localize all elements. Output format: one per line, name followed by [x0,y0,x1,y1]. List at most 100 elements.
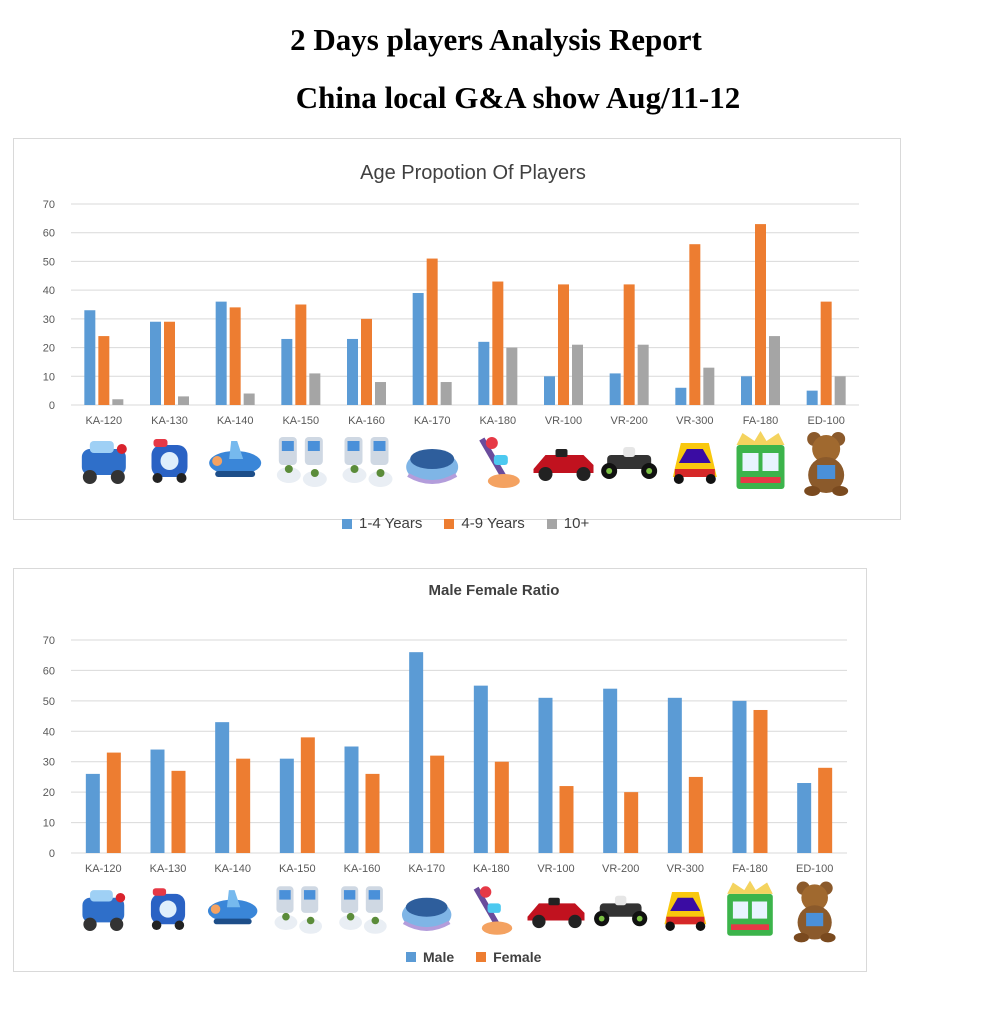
bar [623,284,635,405]
bar [98,336,110,405]
category-label: FA-180 [743,415,778,427]
gender-chart-legend: Male Female [406,949,541,965]
bar [300,737,315,853]
bar [344,746,359,853]
y-tick-label: 60 [43,228,55,240]
bar [559,786,574,853]
bar [84,310,96,405]
motorbike-ride-icon [479,437,520,488]
bar [544,376,555,405]
bar [688,776,703,853]
category-label: VR-300 [667,863,704,875]
bar [236,758,251,853]
bar [426,258,438,405]
go-kart-icon [594,895,648,927]
category-label: KA-130 [150,863,187,875]
bar [494,761,509,853]
y-tick-label: 30 [43,314,55,326]
report-title: 2 Days players Analysis Report [290,22,702,57]
y-tick-label: 30 [43,757,55,769]
go-kart-icon [601,447,658,479]
y-tick-label: 0 [49,400,55,412]
bar [473,685,488,853]
bar [753,709,768,853]
y-tick-label: 20 [43,343,55,355]
category-label: VR-300 [676,415,713,427]
category-label: KA-150 [279,863,316,875]
male-female-ratio-chart: Male Female Ratio 0 10 20 30 40 50 60 70 KA-120 KA… [13,568,867,972]
legend-item-4-9-years: 4-9 Years [444,515,525,532]
twin-kiddie-ride-icon [342,437,393,487]
legend-item-male: Male [406,949,454,965]
twin-kiddie-ride-icon [339,886,387,934]
bar [178,396,189,405]
legend-label: Male [423,949,455,965]
bar [558,284,569,405]
bar [609,373,621,405]
category-label: KA-120 [85,415,122,427]
bar [430,755,445,853]
bar [243,393,255,405]
bar [164,321,175,405]
bar [797,783,812,853]
category-label: KA-160 [348,415,385,427]
bar [361,318,372,405]
bar [412,293,424,405]
bar [667,697,682,853]
bar [820,301,832,405]
bar [769,336,780,405]
y-tick-label: 70 [43,635,55,647]
gender-chart-svg: Male Female Ratio 0 10 20 30 40 50 60 70 KA-120 KA… [43,582,847,943]
bar [818,767,833,853]
category-label: KA-160 [344,863,381,875]
bar [215,722,230,853]
boat-ride-icon [401,897,452,931]
category-label: FA-180 [732,863,767,875]
bar [295,304,307,405]
green-arcade-cabinet-icon [727,880,773,936]
category-label: KA-170 [408,863,445,875]
y-tick-label: 40 [43,285,55,297]
legend-label: 1-4 Years [359,515,423,532]
bar [492,281,504,405]
blue-car-ride-icon [81,441,127,484]
bar [603,688,618,853]
bar [365,773,380,853]
y-tick-label: 10 [43,818,55,830]
bar [150,749,165,853]
bar [106,752,121,853]
age-proportion-chart: Age Propotion Of Players 0 10 20 30 40 50 60 70 K… [13,138,901,532]
y-tick-label: 50 [43,256,55,268]
teddy-bear-machine-icon [804,432,849,496]
legend-label: 10+ [563,515,590,532]
bar [741,376,752,405]
category-label: KA-120 [85,863,122,875]
bar [440,382,452,405]
y-tick-label: 70 [43,199,55,211]
legend-swatch-orange [476,952,487,962]
bar [506,347,518,405]
y-tick-label: 0 [49,848,55,860]
category-label: ED-100 [808,415,845,427]
category-label: VR-200 [602,863,639,875]
y-tick-label: 20 [43,787,55,799]
category-label: KA-150 [282,415,319,427]
bar [85,773,100,853]
legend-label: 4-9 Years [461,515,525,532]
blue-train-ride-icon [151,439,188,483]
category-label: VR-200 [611,415,648,427]
bar [624,792,639,853]
age-chart-legend: 1-4 Years 4-9 Years 10+ [342,515,589,532]
bar [150,321,161,405]
bar [309,373,321,405]
twin-kiddie-ride-icon [274,886,323,934]
bar [755,224,766,405]
motorbike-ride-icon [473,886,513,935]
category-label: VR-100 [537,863,574,875]
category-label: KA-180 [479,415,516,427]
twin-kiddie-ride-icon [276,437,327,487]
bar [112,399,124,405]
legend-item-1-4-years: 1-4 Years [342,515,422,532]
bar [478,341,490,405]
legend-swatch-blue [342,518,352,529]
